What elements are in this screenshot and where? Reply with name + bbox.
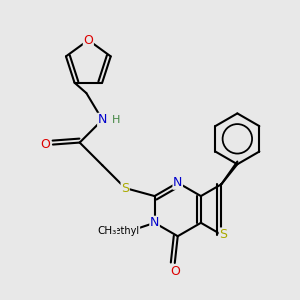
Text: O: O bbox=[83, 34, 93, 46]
Text: N: N bbox=[98, 113, 107, 126]
Text: O: O bbox=[40, 138, 50, 151]
Text: S: S bbox=[121, 182, 129, 194]
Text: S: S bbox=[219, 228, 227, 241]
Text: N: N bbox=[173, 176, 182, 189]
Text: O: O bbox=[170, 266, 180, 278]
Text: H: H bbox=[112, 115, 121, 125]
Text: CH₃: CH₃ bbox=[98, 226, 117, 236]
Text: N: N bbox=[150, 216, 159, 229]
Text: methyl: methyl bbox=[106, 226, 140, 236]
